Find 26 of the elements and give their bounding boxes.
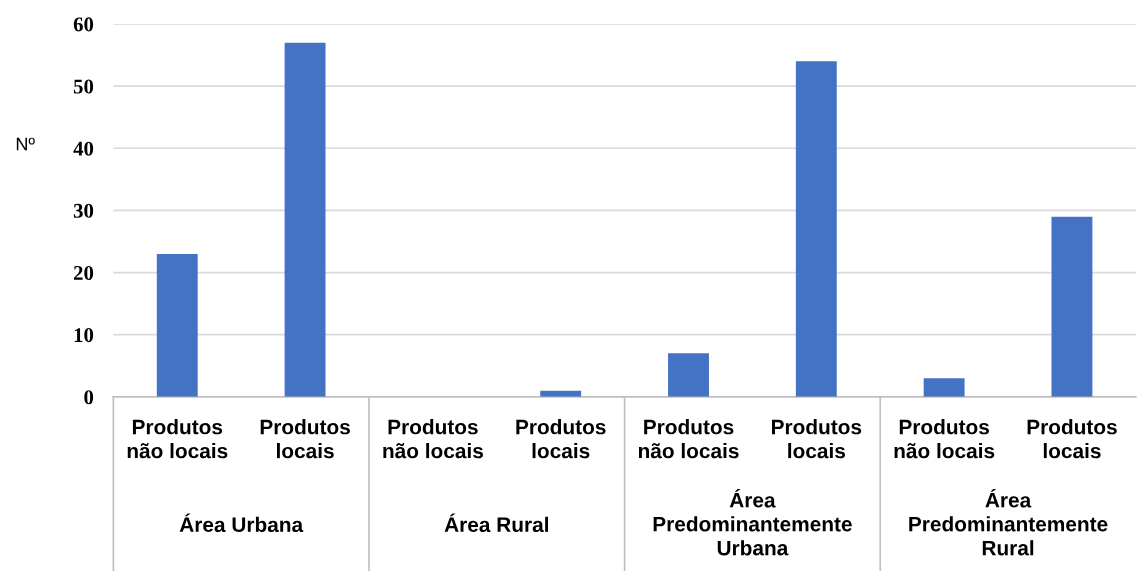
y-tick-label: 40 <box>73 141 94 156</box>
y-tick-label: 30 <box>73 203 94 218</box>
text: Área Predominantemente Rural <box>909 488 1108 556</box>
text: Área Predominantemente Urbana <box>653 488 852 556</box>
bar <box>795 61 837 397</box>
bar <box>284 42 326 397</box>
y-axis-title: Nº <box>16 137 35 151</box>
bar <box>923 378 965 397</box>
y-tick-label: 10 <box>74 328 94 343</box>
x-tick-label: Produtos não locais <box>383 419 483 459</box>
text: Área Urbana <box>179 513 304 533</box>
x-tick-label: Produtos locais <box>516 419 606 459</box>
x-tick-label: Produtos locais <box>1027 419 1117 459</box>
bar <box>668 353 709 397</box>
x-tick-label: Produtos não locais <box>127 419 228 459</box>
x-tick-label: Produtos não locais <box>638 419 739 459</box>
x-tick-label: Produtos locais <box>771 419 862 459</box>
y-tick-label: 0 <box>84 390 94 405</box>
text: Área Rural <box>444 513 548 533</box>
bar <box>156 253 198 397</box>
y-tick-label: 60 <box>73 17 94 32</box>
y-tick-label: 50 <box>73 79 94 94</box>
x-tick-label: Produtos locais <box>260 419 350 459</box>
bar <box>1051 216 1093 397</box>
y-tick-label: 20 <box>73 265 94 280</box>
x-tick-label: Produtos não locais <box>894 419 995 459</box>
